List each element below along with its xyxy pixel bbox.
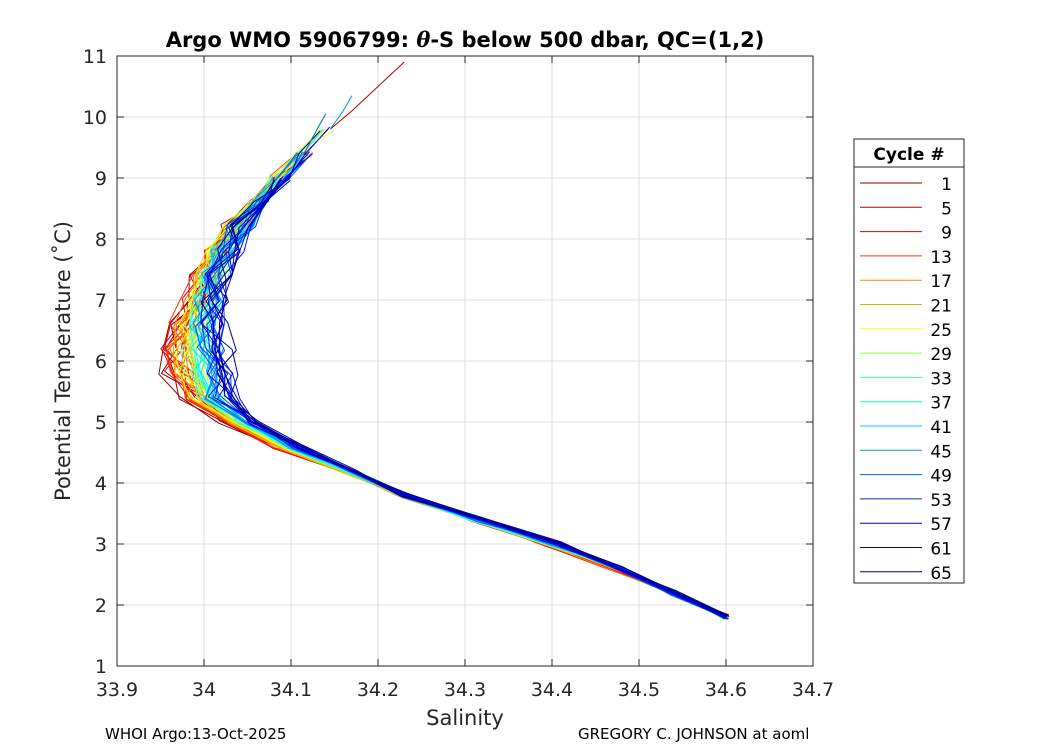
legend-label-25: 25 (930, 321, 952, 341)
chart-title-theta: θ (416, 27, 430, 52)
y-ticks: 1 2 3 4 5 6 7 8 9 10 11 (83, 46, 813, 678)
y-tick-label: 9 (95, 168, 107, 190)
y-tick-label: 4 (95, 473, 107, 495)
x-tick-label: 34.7 (792, 679, 834, 701)
legend-title: Cycle # (873, 145, 944, 165)
y-tick-label: 7 (95, 290, 107, 312)
legend-box (853, 138, 965, 584)
legend-label-61: 61 (930, 540, 952, 560)
x-tick-label: 34.4 (531, 679, 573, 701)
legend-label-33: 33 (930, 369, 952, 389)
x-tick-label: 34 (192, 679, 216, 701)
legend-label-1: 1 (941, 175, 952, 195)
legend-label-65: 65 (930, 564, 952, 584)
y-tick-label: 8 (95, 229, 107, 251)
series-cycle-line (213, 126, 725, 616)
legend-label-21: 21 (930, 297, 952, 317)
chart-title: Argo WMO 5906799: θ-S below 500 dbar, QC… (166, 27, 765, 52)
legend-label-49: 49 (930, 467, 952, 487)
footer-right: GREGORY C. JOHNSON at aoml (578, 725, 810, 743)
x-ticks: 33.9 34 34.1 34.2 34.3 34.4 34.5 34.6 34.7 (96, 56, 834, 701)
chart-title-prefix: Argo WMO 5906799: (166, 28, 417, 52)
legend-label-17: 17 (930, 272, 952, 292)
plot-frame (116, 55, 814, 667)
x-tick-label: 33.9 (96, 679, 138, 701)
y-tick-label: 11 (83, 46, 107, 68)
legend-label-37: 37 (930, 394, 952, 414)
chart-title-suffix: -S below 500 dbar, QC=(1,2) (430, 28, 764, 52)
y-tick-label: 5 (95, 412, 107, 434)
legend-label-41: 41 (930, 418, 952, 438)
series-group (158, 61, 730, 621)
y-tick-label: 2 (95, 595, 107, 617)
legend-label-57: 57 (930, 515, 952, 535)
y-tick-label: 3 (95, 534, 107, 556)
series-extension-cycle-49 (303, 113, 327, 154)
x-axis-label: Salinity (426, 706, 504, 730)
x-tick-label: 34.5 (618, 679, 660, 701)
legend-label-13: 13 (930, 248, 952, 268)
series-extension-cycle-5 (329, 61, 405, 130)
legend-label-5: 5 (941, 199, 952, 219)
y-axis-label: Potential Temperature (˚C) (51, 221, 75, 501)
series-extension-cycle-45 (329, 95, 353, 130)
legend: Cycle # 1 5 9 13 17 21 25 29 33 37 41 45 49 53 57 61 65 (853, 138, 965, 584)
x-tick-label: 34.6 (705, 679, 747, 701)
legend-label-29: 29 (930, 345, 952, 365)
legend-label-45: 45 (930, 442, 952, 462)
y-tick-label: 10 (83, 107, 107, 129)
x-tick-label: 34.1 (270, 679, 312, 701)
legend-items: 1 5 9 13 17 21 25 29 33 37 41 45 49 53 57 61 65 (860, 175, 952, 584)
series-cycle-line (217, 179, 728, 618)
legend-label-9: 9 (941, 224, 952, 244)
y-tick-label: 6 (95, 351, 107, 373)
x-tick-label: 34.2 (357, 679, 399, 701)
x-tick-label: 34.3 (444, 679, 486, 701)
series-cycle-line (217, 180, 728, 618)
legend-label-53: 53 (930, 491, 952, 511)
y-tick-label: 1 (95, 656, 107, 678)
footer-left: WHOI Argo:13-Oct-2025 (105, 725, 287, 743)
